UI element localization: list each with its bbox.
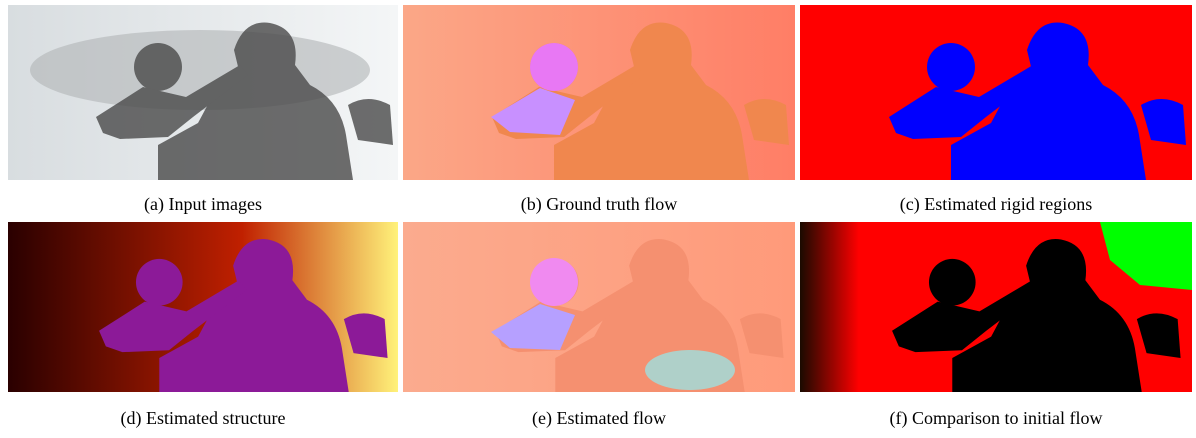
figure: (a) Input images (b) Ground truth flow (…: [0, 0, 1196, 438]
panel-e: [403, 222, 795, 392]
page: (a) Input images (b) Ground truth flow (…: [0, 0, 1196, 438]
caption: (b) Ground truth flow: [521, 194, 677, 215]
caption: (a) Input images: [144, 194, 262, 215]
panel-f: [800, 222, 1192, 392]
caption: (d) Estimated structure: [121, 408, 286, 429]
caption: (c) Estimated rigid regions: [900, 194, 1092, 215]
caption: (f) Comparison to initial flow: [890, 408, 1103, 429]
caption: (e) Estimated flow: [532, 408, 666, 429]
panel-c: [800, 5, 1192, 180]
panel-b: [403, 5, 795, 180]
panel-d: [8, 222, 398, 392]
panel-a: [8, 5, 398, 180]
